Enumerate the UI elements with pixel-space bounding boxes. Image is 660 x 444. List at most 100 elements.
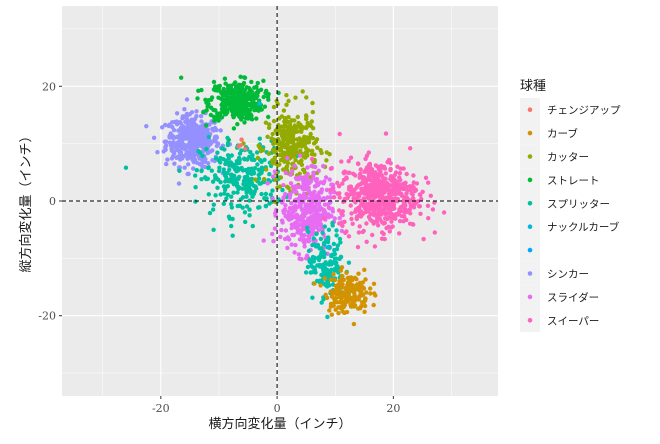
data-point bbox=[346, 234, 352, 239]
data-point bbox=[359, 304, 364, 309]
data-point bbox=[303, 113, 309, 118]
data-point bbox=[229, 223, 234, 229]
data-point bbox=[326, 262, 332, 267]
data-point bbox=[247, 198, 252, 203]
data-point bbox=[174, 145, 179, 150]
data-point bbox=[335, 243, 340, 248]
data-point bbox=[387, 196, 393, 201]
data-point bbox=[285, 184, 290, 189]
data-point bbox=[256, 172, 261, 178]
data-point bbox=[344, 270, 349, 275]
data-point bbox=[350, 296, 356, 301]
data-point bbox=[340, 209, 345, 214]
data-point bbox=[337, 300, 343, 305]
data-point bbox=[225, 142, 230, 148]
data-point bbox=[291, 214, 296, 219]
data-point bbox=[402, 214, 407, 219]
data-point bbox=[390, 224, 395, 229]
data-point bbox=[364, 187, 369, 192]
data-point bbox=[360, 292, 366, 297]
data-point bbox=[229, 153, 234, 158]
data-point bbox=[382, 220, 387, 226]
data-point bbox=[337, 295, 343, 300]
data-point bbox=[332, 251, 337, 257]
data-point bbox=[339, 285, 344, 290]
data-point bbox=[360, 186, 365, 192]
data-point bbox=[172, 161, 177, 166]
data-point bbox=[337, 195, 342, 200]
data-point bbox=[196, 149, 201, 154]
data-point bbox=[163, 143, 169, 148]
data-point bbox=[221, 201, 226, 206]
data-point bbox=[307, 196, 313, 201]
data-point bbox=[297, 256, 302, 261]
data-point bbox=[297, 237, 303, 242]
data-point bbox=[366, 150, 371, 155]
legend-label: スプリッター bbox=[547, 198, 610, 210]
data-point bbox=[309, 119, 314, 124]
data-point bbox=[246, 96, 251, 101]
data-point bbox=[281, 108, 287, 113]
data-point bbox=[231, 173, 237, 178]
data-point bbox=[420, 189, 425, 194]
data-point bbox=[326, 227, 332, 232]
data-point bbox=[267, 172, 272, 177]
data-point bbox=[184, 111, 190, 117]
data-point bbox=[237, 91, 242, 96]
data-point bbox=[291, 137, 297, 142]
data-point bbox=[193, 199, 198, 204]
data-point bbox=[216, 177, 221, 182]
data-point bbox=[317, 262, 322, 268]
data-point bbox=[329, 312, 334, 317]
data-point bbox=[328, 187, 333, 192]
data-point bbox=[366, 194, 371, 199]
data-point bbox=[329, 182, 334, 187]
data-point bbox=[204, 146, 209, 152]
data-point bbox=[368, 291, 373, 296]
data-point bbox=[328, 166, 334, 171]
y-axis-title: 縦方向変化量（インチ） bbox=[18, 129, 34, 272]
data-point bbox=[310, 100, 315, 106]
data-point bbox=[174, 111, 180, 116]
data-point bbox=[362, 191, 367, 196]
data-point bbox=[243, 99, 248, 105]
data-point bbox=[240, 88, 245, 94]
data-point bbox=[185, 171, 190, 177]
data-point bbox=[199, 119, 204, 124]
data-point bbox=[374, 218, 379, 224]
data-point bbox=[248, 177, 253, 182]
data-point bbox=[180, 130, 185, 136]
data-point bbox=[364, 290, 369, 295]
data-point bbox=[151, 135, 157, 140]
data-point bbox=[285, 245, 290, 251]
data-point bbox=[255, 93, 260, 99]
data-point bbox=[339, 265, 345, 270]
data-point bbox=[363, 277, 368, 282]
data-point bbox=[257, 136, 262, 141]
data-point bbox=[318, 254, 323, 260]
data-point bbox=[265, 94, 271, 100]
data-point bbox=[415, 199, 421, 204]
data-point bbox=[441, 210, 447, 215]
data-point bbox=[236, 99, 241, 105]
data-point bbox=[176, 181, 182, 186]
data-point bbox=[371, 281, 377, 286]
data-point bbox=[231, 190, 236, 195]
data-point bbox=[414, 181, 420, 186]
data-point bbox=[259, 191, 264, 197]
data-point bbox=[248, 116, 253, 121]
data-point bbox=[354, 207, 360, 212]
data-point bbox=[356, 161, 361, 167]
data-point bbox=[280, 131, 285, 136]
data-point bbox=[270, 131, 275, 137]
data-point bbox=[271, 104, 277, 110]
data-point bbox=[218, 160, 223, 165]
data-point bbox=[301, 154, 306, 159]
data-point bbox=[337, 236, 343, 242]
data-point bbox=[287, 140, 292, 145]
data-point bbox=[237, 151, 243, 156]
data-point bbox=[267, 201, 272, 206]
data-point bbox=[382, 216, 388, 221]
data-point bbox=[258, 181, 264, 186]
data-point bbox=[337, 290, 342, 295]
